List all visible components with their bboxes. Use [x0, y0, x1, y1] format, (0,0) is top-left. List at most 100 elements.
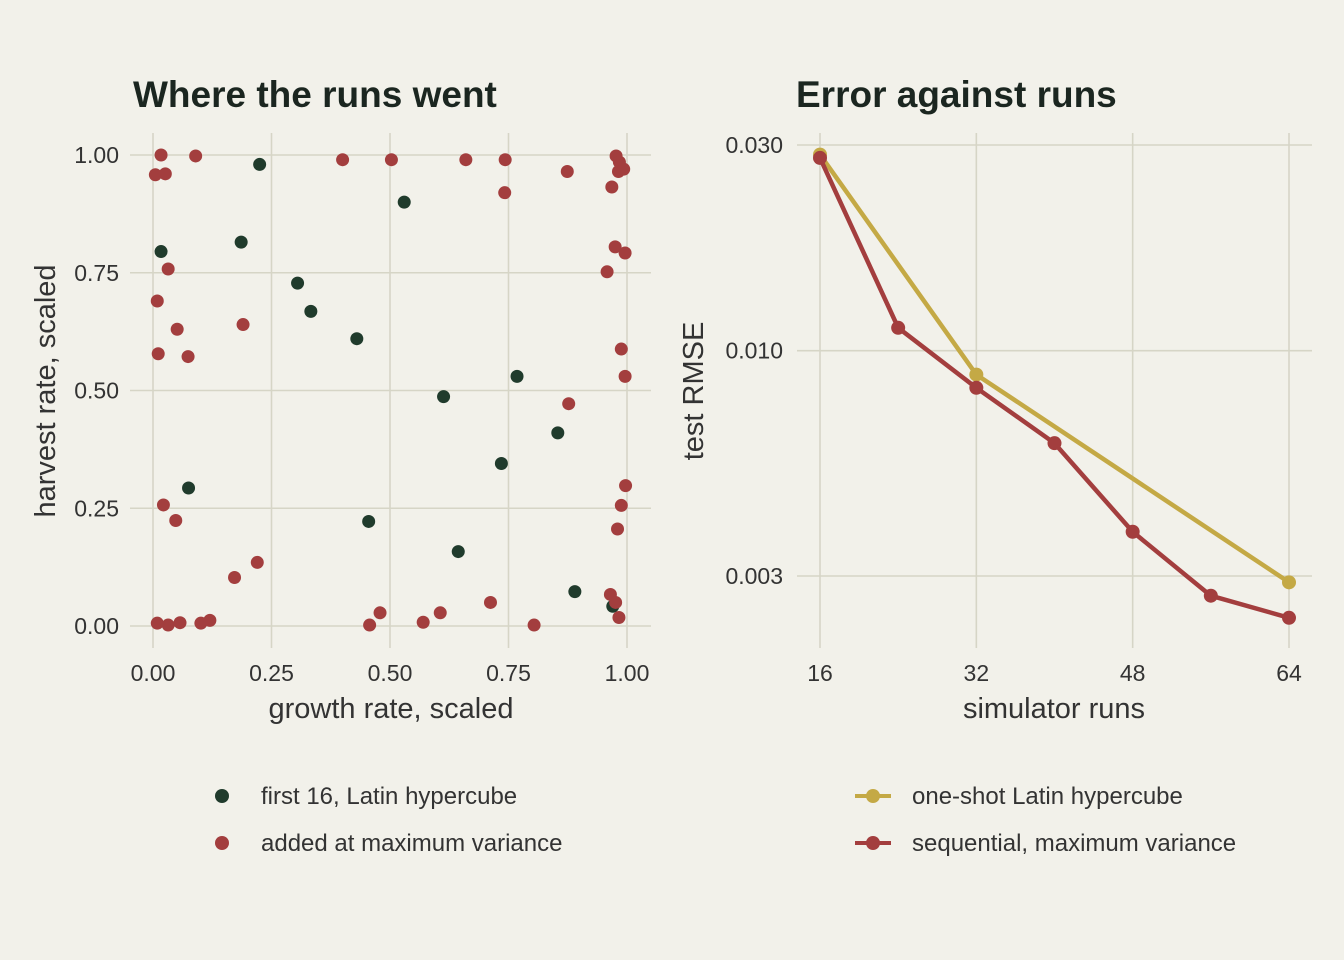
- point-added: [608, 240, 622, 254]
- point-added: [609, 595, 623, 609]
- point-first16: [350, 332, 364, 346]
- left-y-tick-label: 0.75: [74, 260, 119, 286]
- series-line-sequential: [817, 156, 1290, 620]
- point-added: [169, 513, 183, 527]
- point-added: [560, 164, 574, 178]
- point-added: [614, 342, 628, 356]
- right-y-axis-label: test RMSE: [678, 322, 710, 461]
- point-first16: [291, 276, 305, 290]
- point-added: [600, 265, 614, 279]
- point-added: [158, 167, 172, 181]
- point-first16: [304, 304, 318, 318]
- point-added: [203, 613, 217, 627]
- point-first16: [494, 457, 508, 471]
- point-added: [618, 369, 632, 383]
- point-sequential: [813, 150, 827, 165]
- point-added: [363, 618, 377, 632]
- point-first16: [397, 195, 411, 209]
- point-oneshot: [1282, 575, 1296, 590]
- point-added: [148, 168, 162, 182]
- point-added: [154, 148, 168, 162]
- right-x-tick-label: 16: [807, 660, 833, 686]
- point-first16: [568, 585, 582, 599]
- point-added: [617, 162, 631, 176]
- point-added: [228, 570, 242, 584]
- point-added: [150, 616, 164, 630]
- point-added: [483, 595, 497, 609]
- right-y-tick-label: 0.030: [725, 132, 783, 158]
- point-added: [173, 616, 187, 630]
- left-points: [148, 148, 633, 632]
- point-sequential: [1125, 524, 1140, 539]
- right-x-tick-label: 64: [1276, 660, 1302, 686]
- legend-label-added: added at maximum variance: [261, 830, 562, 857]
- series-line-oneshot: [818, 153, 1291, 585]
- point-first16: [362, 514, 376, 528]
- point-added: [498, 186, 512, 200]
- point-added: [236, 318, 250, 332]
- left-y-tick-label: 0.25: [74, 495, 119, 521]
- point-added: [611, 522, 625, 536]
- right-y-tick-label: 0.010: [725, 338, 783, 364]
- legend-key-sequential: [866, 836, 880, 850]
- point-first16: [510, 369, 524, 383]
- point-sequential: [969, 380, 984, 395]
- point-first16: [437, 390, 451, 404]
- right-gridlines: [797, 133, 1312, 648]
- left-y-tick-label: 0.50: [74, 378, 119, 404]
- legend-key-added: [215, 836, 229, 850]
- point-added: [614, 498, 628, 512]
- right-x-tick-label: 48: [1120, 660, 1146, 686]
- point-first16: [551, 426, 565, 440]
- left-x-ticks: 0.00 0.25 0.50 0.75 1.00: [131, 660, 650, 686]
- left-x-tick-label: 0.75: [486, 660, 531, 686]
- right-y-tick-label: 0.003: [725, 563, 783, 589]
- point-added: [151, 347, 165, 361]
- point-added: [189, 149, 203, 163]
- left-panel: Where the runs went 0.00 0.25 0.50 0.75 1.00…: [30, 74, 651, 857]
- point-added: [527, 618, 541, 632]
- point-added: [161, 618, 175, 632]
- point-first16: [451, 545, 465, 559]
- left-x-tick-label: 0.00: [131, 660, 176, 686]
- left-gridlines: [130, 133, 651, 648]
- point-added: [498, 153, 512, 167]
- point-oneshot: [969, 367, 984, 382]
- point-first16: [182, 481, 196, 495]
- point-added: [250, 555, 264, 569]
- right-x-axis-label: simulator runs: [963, 693, 1145, 725]
- point-sequential: [1203, 588, 1218, 603]
- left-x-tick-label: 0.50: [368, 660, 413, 686]
- left-y-axis-label: harvest rate, scaled: [30, 264, 62, 517]
- left-x-tick-label: 0.25: [249, 660, 294, 686]
- point-first16: [154, 245, 168, 259]
- point-added: [612, 611, 626, 625]
- right-x-tick-label: 32: [964, 660, 990, 686]
- point-added: [373, 606, 387, 620]
- right-x-ticks: 16 32 48 64: [807, 660, 1302, 686]
- point-added: [416, 615, 430, 629]
- point-sequential: [1282, 610, 1296, 625]
- point-first16: [234, 235, 248, 249]
- right-legend: one-shot Latin hypercube sequential, max…: [855, 783, 1236, 857]
- point-added: [156, 498, 170, 512]
- point-added: [170, 322, 184, 336]
- legend-key-oneshot: [866, 789, 880, 803]
- legend-label-first16: first 16, Latin hypercube: [261, 783, 517, 810]
- left-chart-title: Where the runs went: [133, 74, 497, 115]
- legend-key-first16: [215, 789, 229, 803]
- left-y-tick-label: 0.00: [74, 613, 119, 639]
- point-added: [562, 397, 576, 411]
- point-added: [618, 246, 632, 260]
- point-added: [619, 479, 633, 493]
- point-added: [336, 153, 350, 167]
- left-y-tick-label: 1.00: [74, 142, 119, 168]
- left-y-ticks: 0.00 0.25 0.50 0.75 1.00: [74, 142, 119, 639]
- point-sequential: [891, 320, 906, 335]
- legend-label-sequential: sequential, maximum variance: [912, 830, 1236, 857]
- right-y-ticks: 0.003 0.010 0.030: [725, 132, 783, 589]
- point-added: [181, 350, 195, 364]
- point-added: [384, 153, 398, 167]
- point-added: [433, 606, 447, 620]
